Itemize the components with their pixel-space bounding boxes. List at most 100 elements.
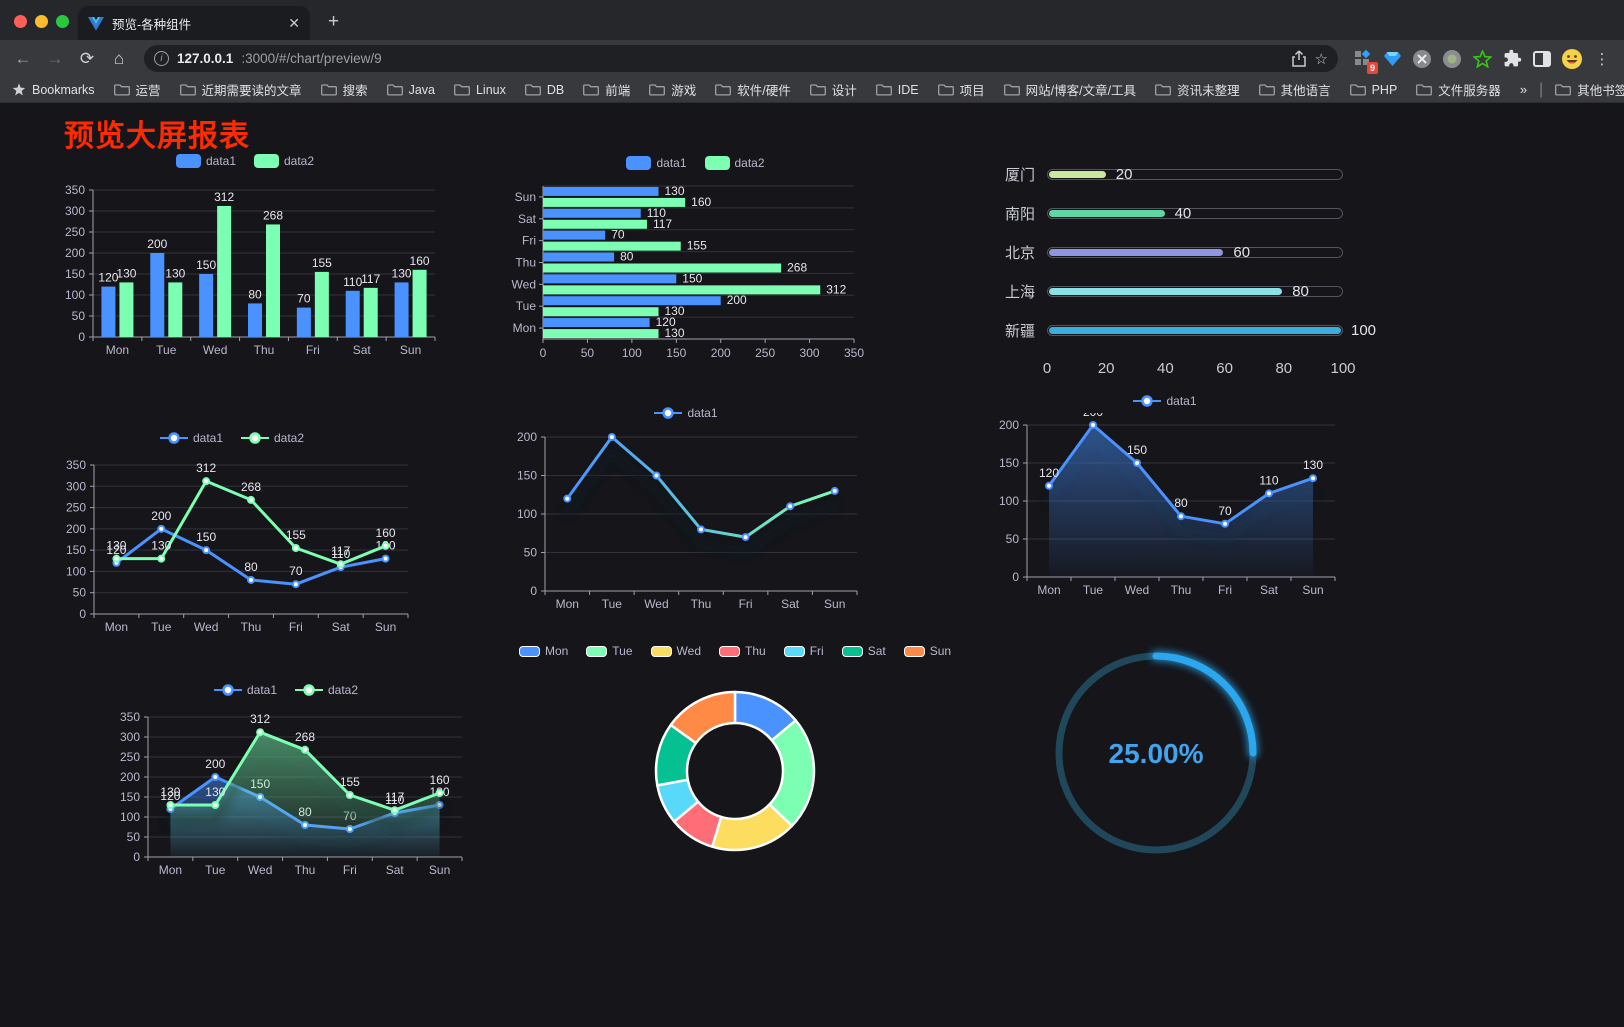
browser-tab[interactable]: 预览-各种组件 ✕ <box>78 6 310 40</box>
bookmark-folder[interactable]: 运营 <box>113 80 161 99</box>
legend-label: Sat <box>867 644 886 658</box>
legend-item[interactable]: data2 <box>254 154 314 168</box>
browser-menu-icon[interactable]: ⋮ <box>1594 50 1610 68</box>
legend-item[interactable]: data2 <box>704 156 765 170</box>
svg-text:117: 117 <box>361 272 380 286</box>
legend-swatch <box>650 645 672 657</box>
tab-favicon-icon <box>88 16 104 31</box>
chart-legend[interactable]: data1 <box>505 403 867 423</box>
side-panel-icon[interactable] <box>1530 47 1554 71</box>
svg-text:120: 120 <box>656 315 676 329</box>
bookmark-folder[interactable]: 设计 <box>809 80 857 99</box>
progress-row: 新疆 100 <box>995 311 1376 350</box>
legend-item[interactable]: Sat <box>841 644 886 658</box>
legend-item[interactable]: data1 <box>175 154 236 168</box>
dashboard-page: 预览大屏报表 data1 data2 0 50 100 150 200 250 300 350 M… <box>0 103 1624 1027</box>
reload-button[interactable]: ⟳ <box>79 48 95 68</box>
other-bookmarks-folder[interactable]: 其他书签 <box>1555 80 1624 99</box>
legend-item[interactable]: data1 <box>159 431 223 445</box>
legend-item[interactable]: data1 <box>1133 394 1197 408</box>
progress-axis: 0 20 40 60 80 100 <box>1042 360 1356 377</box>
svg-text:100: 100 <box>65 288 85 302</box>
chart-legend[interactable]: data1 <box>985 391 1345 411</box>
legend-item[interactable]: data1 <box>626 156 687 170</box>
bookmark-star-icon[interactable]: ☆ <box>1314 50 1328 68</box>
bookmark-folder[interactable]: DB <box>524 80 564 99</box>
extension-circle-cross-icon[interactable] <box>1410 47 1434 71</box>
bookmark-folder[interactable]: 前端 <box>583 80 630 99</box>
legend-label: data1 <box>1166 394 1197 408</box>
legend-item[interactable]: Thu <box>719 644 766 658</box>
extension-circle-dot-icon[interactable] <box>1440 47 1464 71</box>
legend-item[interactable]: Wed <box>650 644 701 658</box>
bookmark-folder[interactable]: IDE <box>875 80 919 99</box>
profile-avatar[interactable] <box>1560 47 1584 71</box>
svg-text:0: 0 <box>540 346 547 360</box>
zoom-window-button[interactable] <box>56 15 69 28</box>
svg-text:80: 80 <box>620 250 634 264</box>
home-button[interactable]: ⌂ <box>113 48 125 68</box>
bookmarks-overflow-button[interactable]: » <box>1519 82 1528 97</box>
progress-track: 80 <box>1047 283 1343 300</box>
bookmark-folder[interactable]: 网站/博客/文章/工具 <box>1003 80 1136 99</box>
svg-text:200: 200 <box>147 237 167 251</box>
bookmark-folder[interactable]: Java <box>386 80 435 99</box>
url-path: :3000/#/chart/preview/9 <box>241 51 382 66</box>
chart-legend[interactable]: data1 data2 <box>45 151 445 171</box>
chart-legend[interactable]: data1 data2 <box>48 428 416 448</box>
svg-text:200: 200 <box>727 293 747 307</box>
chart-legend[interactable]: data1 data2 <box>503 153 888 173</box>
legend-item[interactable]: Sun <box>903 644 951 658</box>
chart-legend[interactable]: data1 data2 <box>102 680 470 700</box>
legend-item[interactable]: Mon <box>518 644 568 658</box>
forward-button[interactable]: → <box>46 48 64 68</box>
legend-item[interactable]: Tue <box>586 644 633 658</box>
bookmarks-manager[interactable]: Bookmarks <box>12 83 95 97</box>
close-window-button[interactable] <box>14 15 27 28</box>
folder-icon <box>1349 84 1366 96</box>
extension-gem-icon[interactable] <box>1380 47 1404 71</box>
svg-text:250: 250 <box>120 750 140 764</box>
svg-text:200: 200 <box>517 430 537 444</box>
site-info-icon[interactable]: i <box>154 51 169 66</box>
bookmark-folder[interactable]: 搜索 <box>320 80 368 99</box>
svg-text:Fri: Fri <box>343 863 357 877</box>
progress-row: 南阳 40 <box>995 194 1343 233</box>
progress-track: 20 <box>1047 166 1343 183</box>
legend-item[interactable]: data1 <box>213 683 277 697</box>
tab-close-icon[interactable]: ✕ <box>288 14 300 31</box>
svg-text:Tue: Tue <box>516 299 537 313</box>
folder-icon <box>1416 84 1433 96</box>
legend-item[interactable]: data2 <box>295 683 358 697</box>
chart-legend[interactable]: Mon Tue Wed Thu Fri Sat Sun <box>518 641 951 661</box>
svg-text:50: 50 <box>127 830 141 844</box>
bookmark-folder-label: 近期需要读的文章 <box>201 84 302 98</box>
bookmark-folder[interactable]: 其他语言 <box>1258 80 1331 99</box>
svg-text:200: 200 <box>205 757 225 771</box>
bookmark-folder[interactable]: 项目 <box>937 80 985 99</box>
bookmark-folder[interactable]: 软件/硬件 <box>715 80 791 99</box>
back-button[interactable]: ← <box>14 48 32 68</box>
svg-text:Wed: Wed <box>248 863 272 877</box>
extension-vue-devtools-icon[interactable]: 9 <box>1350 47 1378 74</box>
legend-label: data2 <box>284 154 315 168</box>
bookmark-folder[interactable]: 游戏 <box>649 80 696 99</box>
extension-green-star-icon[interactable] <box>1470 47 1494 71</box>
minimize-window-button[interactable] <box>35 15 48 28</box>
svg-text:110: 110 <box>647 206 666 220</box>
legend-item[interactable]: data2 <box>241 431 304 445</box>
url-bar[interactable]: i 127.0.0.1 :3000/#/chart/preview/9 ☆ <box>144 45 1338 72</box>
bookmark-folder[interactable]: PHP <box>1349 80 1397 99</box>
share-icon[interactable] <box>1291 50 1307 67</box>
new-tab-button[interactable]: + <box>328 11 340 32</box>
svg-text:130: 130 <box>665 326 685 340</box>
extensions-puzzle-icon[interactable] <box>1500 47 1524 71</box>
bookmark-folder[interactable]: Linux <box>454 80 506 99</box>
bookmark-folder[interactable]: 文件服务器 <box>1416 80 1501 99</box>
bookmark-folder[interactable]: 近期需要读的文章 <box>179 80 302 99</box>
svg-text:130: 130 <box>392 266 412 280</box>
legend-item[interactable]: Fri <box>783 644 824 658</box>
bookmark-folder[interactable]: 资讯未整理 <box>1155 80 1240 99</box>
progress-fill <box>1049 210 1165 217</box>
legend-item[interactable]: data1 <box>654 406 718 420</box>
